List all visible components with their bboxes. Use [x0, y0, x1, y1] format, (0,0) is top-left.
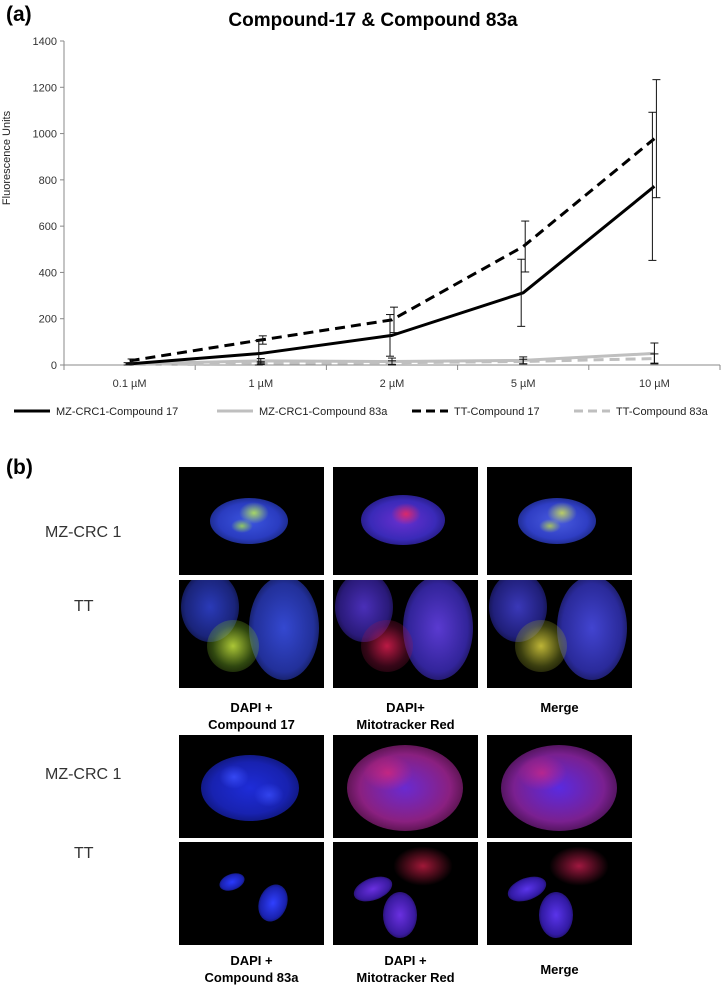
legend-item-1: MZ-CRC1-Compound 17 — [14, 406, 178, 418]
micrograph-tt-mitotracker-83a — [333, 842, 478, 945]
error-bar — [648, 111, 657, 261]
micrograph-tt-merge-top — [487, 580, 632, 688]
error-bar — [256, 361, 265, 366]
micrograph-mzcrc1-mitotracker-83a — [333, 735, 478, 838]
row-label-mzcrc1-bottom: MZ-CRC 1 — [45, 766, 122, 783]
error-bar — [519, 358, 528, 365]
x-tick-label: 2 µM — [380, 378, 405, 390]
legend-label: TT-Compound 17 — [454, 406, 540, 418]
chart-title: Compound-17 & Compound 83a — [228, 10, 518, 31]
y-axis-label: Fluorescence Units — [1, 110, 13, 205]
y-tick-label: 1400 — [33, 36, 57, 48]
legend-label: TT-Compound 83a — [616, 406, 709, 418]
x-tick-label: 10 µM — [639, 378, 670, 390]
caption-dapi-compound83a: DAPI + Compound 83a — [204, 953, 299, 985]
error-bar — [390, 306, 398, 334]
error-bar — [521, 220, 530, 273]
caption-dapi-compound17: DAPI + Compound 17 — [208, 700, 295, 732]
micrograph-mzcrc1-mitotracker — [333, 467, 478, 575]
error-bar — [386, 314, 394, 357]
row-label-tt-bottom: TT — [74, 845, 94, 862]
x-tick-label: 0.1 µM — [113, 378, 147, 390]
error-bar — [127, 358, 136, 364]
row-label-tt-top: TT — [74, 598, 94, 615]
panel-a-label: (a) — [6, 3, 32, 26]
series-line-3 — [129, 137, 656, 363]
y-tick-label: 600 — [39, 221, 57, 233]
y-tick-label: 0 — [51, 360, 57, 372]
error-bar — [258, 335, 267, 345]
micrograph-tt-compound83a — [179, 842, 324, 945]
row-label-mzcrc1-top: MZ-CRC 1 — [45, 524, 122, 541]
y-tick-label: 400 — [39, 267, 57, 279]
legend-item-2: MZ-CRC1-Compound 83a — [217, 406, 388, 418]
y-tick-label: 800 — [39, 175, 57, 187]
micrograph-mzcrc1-merge-top — [487, 467, 632, 575]
x-tick-label: 5 µM — [511, 378, 536, 390]
caption-dapi-mitotracker-top: DAPI+ Mitotracker Red — [356, 700, 455, 732]
series-line-1 — [129, 185, 656, 366]
micrograph-tt-compound17 — [179, 580, 324, 688]
legend-label: MZ-CRC1-Compound 17 — [56, 406, 178, 418]
caption-merge-bottom: Merge — [540, 962, 579, 977]
error-bar — [125, 363, 134, 366]
micrograph-mzcrc1-compound83a — [179, 735, 324, 838]
error-bar — [388, 360, 396, 366]
error-bar — [650, 353, 659, 364]
error-bar — [652, 79, 661, 199]
caption-dapi-mitotracker-bottom: DAPI + Mitotracker Red — [356, 953, 455, 985]
y-tick-label: 1200 — [33, 82, 57, 94]
y-tick-label: 1000 — [33, 129, 57, 141]
caption-merge-top: Merge — [540, 700, 579, 715]
micrograph-tt-merge-bottom — [487, 842, 632, 945]
error-bar — [517, 258, 526, 327]
legend-item-3: TT-Compound 17 — [412, 406, 540, 418]
legend-item-4: TT-Compound 83a — [574, 406, 709, 418]
x-tick-label: 1 µM — [248, 378, 273, 390]
micrograph-mzcrc1-merge-bottom — [487, 735, 632, 838]
line-chart: Compound-17 & Compound 83a Fluorescence … — [1, 10, 721, 418]
y-tick-label: 200 — [39, 314, 57, 326]
micrograph-tt-mitotracker — [333, 580, 478, 688]
panel-b-label: (b) — [6, 456, 33, 479]
legend-label: MZ-CRC1-Compound 83a — [259, 406, 388, 418]
micrograph-mzcrc1-compound17 — [179, 467, 324, 575]
